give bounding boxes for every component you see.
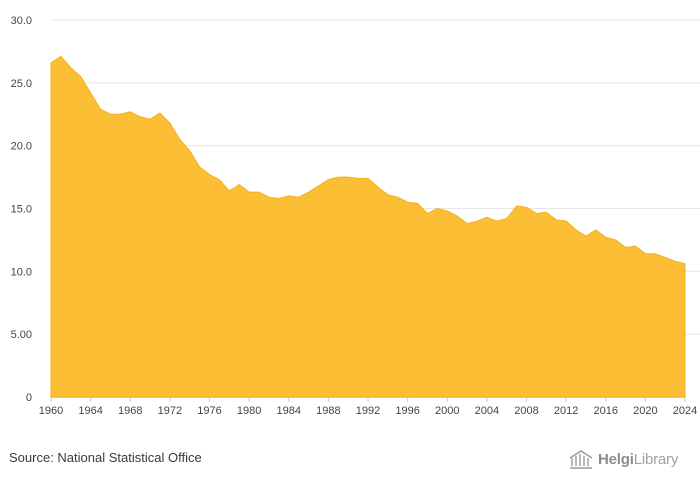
x-tick-label: 1988 (316, 405, 340, 417)
y-tick-label: 5.00 (11, 329, 32, 341)
x-tick-label: 1984 (277, 405, 301, 417)
y-tick-label: 25.0 (11, 78, 32, 90)
x-tick-label: 1960 (39, 405, 63, 417)
x-tick-label: 2024 (673, 405, 697, 417)
data-area (50, 55, 686, 398)
y-tick-label: 0 (26, 392, 32, 404)
x-tick-label: 2000 (435, 405, 459, 417)
y-tick-label: 10.0 (11, 266, 32, 278)
y-tick-label: 30.0 (11, 15, 32, 27)
y-axis-labels: 0 5.00 10.0 15.0 20.0 25.0 30.0 (11, 15, 32, 404)
x-tick-label: 2004 (475, 405, 499, 417)
x-tick-label: 2012 (554, 405, 578, 417)
y-tick-label: 20.0 (11, 141, 32, 153)
brand-name-part1: Helgi (598, 450, 634, 468)
x-tick-label: 1976 (197, 405, 221, 417)
x-tick-label: 2008 (514, 405, 538, 417)
x-tick-label: 1972 (158, 405, 182, 417)
library-building-icon (569, 450, 593, 469)
x-tick-label: 2020 (633, 405, 657, 417)
x-tick-label: 1980 (237, 405, 261, 417)
y-tick-label: 15.0 (11, 204, 32, 216)
x-axis-labels: 1960 1964 1968 1972 1976 1980 1984 1988 1992 1996… (39, 397, 697, 417)
x-tick-label: 1992 (356, 405, 380, 417)
x-tick-label: 1968 (118, 405, 142, 417)
source-note: Source: National Statistical Office (9, 450, 202, 465)
x-tick-label: 1996 (395, 405, 419, 417)
x-tick-label: 1964 (78, 405, 102, 417)
x-tick-label: 2016 (594, 405, 618, 417)
brand-name-part2: Library (633, 450, 679, 468)
helgi-library-logo[interactable]: HelgiLibrary (568, 447, 678, 471)
